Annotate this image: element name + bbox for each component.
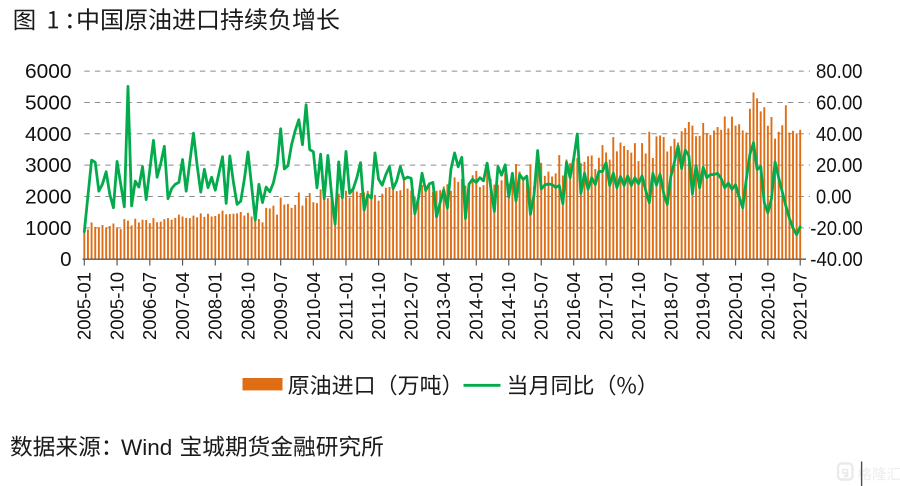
- svg-text:2021-07: 2021-07: [791, 272, 811, 340]
- svg-text:5000: 5000: [25, 91, 72, 114]
- svg-text:0.00: 0.00: [816, 186, 852, 209]
- svg-text:2012-07: 2012-07: [402, 272, 422, 340]
- svg-text:2005-10: 2005-10: [107, 272, 127, 340]
- svg-text:2018-07: 2018-07: [661, 272, 681, 340]
- svg-text:60.00: 60.00: [816, 91, 863, 114]
- svg-text:-40.00: -40.00: [810, 248, 863, 271]
- svg-text:2009-07: 2009-07: [271, 272, 291, 340]
- svg-text:20.00: 20.00: [816, 154, 863, 177]
- svg-text:2020-10: 2020-10: [758, 272, 778, 340]
- svg-text:2015-07: 2015-07: [532, 272, 552, 340]
- svg-text:2007-04: 2007-04: [173, 272, 193, 340]
- svg-text:2017-10: 2017-10: [629, 272, 649, 340]
- svg-text:2017-01: 2017-01: [596, 272, 616, 340]
- svg-text:2000: 2000: [25, 186, 72, 209]
- svg-text:2013-04: 2013-04: [434, 272, 454, 340]
- svg-text:2008-01: 2008-01: [206, 272, 226, 340]
- svg-text:1000: 1000: [25, 217, 72, 240]
- svg-text:2005-01: 2005-01: [75, 272, 95, 340]
- svg-text:2014-10: 2014-10: [499, 272, 519, 340]
- svg-text:2020-01: 2020-01: [726, 272, 746, 340]
- svg-text:2010-04: 2010-04: [304, 272, 324, 340]
- svg-text:6000: 6000: [25, 60, 72, 83]
- svg-text:40.00: 40.00: [816, 123, 863, 146]
- svg-text:Wind: Wind: [121, 435, 172, 460]
- svg-text:2008-10: 2008-10: [238, 272, 258, 340]
- svg-text:2019-04: 2019-04: [694, 272, 714, 340]
- svg-text:2014-01: 2014-01: [467, 272, 487, 340]
- svg-text:2016-04: 2016-04: [564, 272, 584, 340]
- svg-text:3000: 3000: [25, 154, 72, 177]
- svg-text:2006-07: 2006-07: [140, 272, 160, 340]
- svg-text:2011-10: 2011-10: [369, 272, 389, 340]
- svg-text:-20.00: -20.00: [810, 217, 863, 240]
- svg-text:2011-01: 2011-01: [336, 272, 356, 340]
- svg-text:80.00: 80.00: [816, 60, 863, 83]
- svg-text:0: 0: [60, 248, 71, 271]
- svg-text:4000: 4000: [25, 123, 72, 146]
